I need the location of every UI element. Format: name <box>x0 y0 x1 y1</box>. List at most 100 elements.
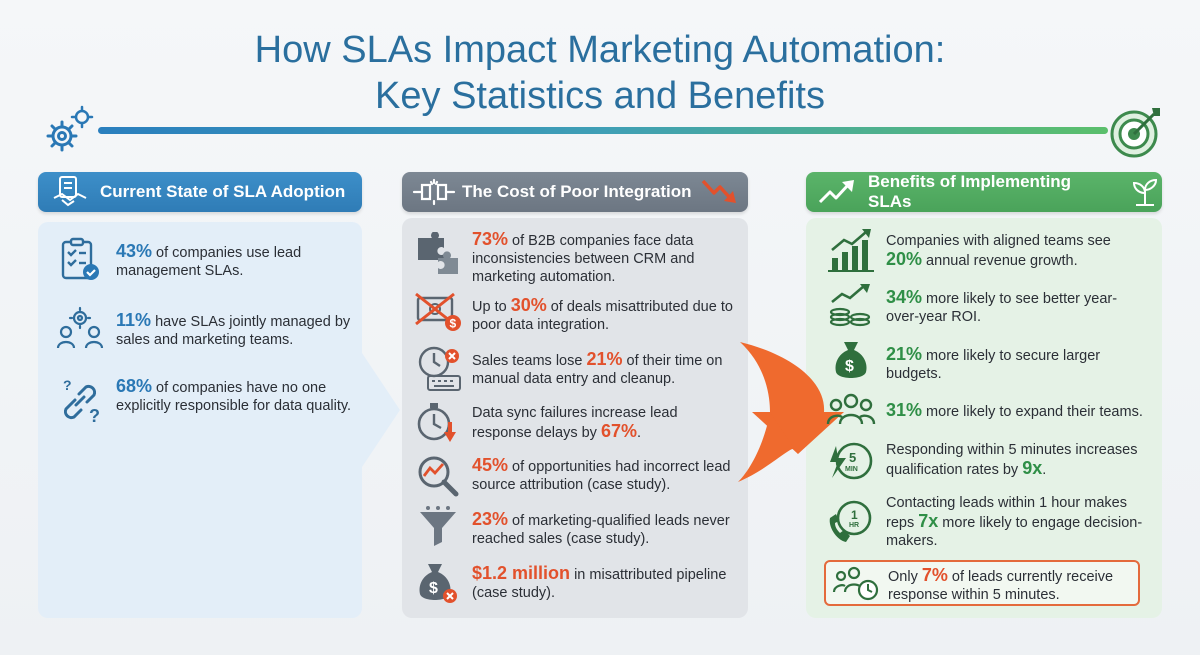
five-min-unit: MIN <box>845 466 858 473</box>
benefit-stat-4: 31% more likely to expand their teams. <box>886 401 1146 421</box>
coins-growth-icon <box>829 284 871 327</box>
cost-stat-4-value: 67% <box>600 421 637 441</box>
benefit-stat-4-text: more likely to expand their teams. <box>922 404 1143 420</box>
cost-stat-5-value: 45% <box>472 455 509 475</box>
cost-stat-7: $1.2 million in misattributed pipeline (… <box>472 564 734 602</box>
benefits-header: Benefits of Implementing SLAs <box>806 172 1162 212</box>
panel-connector-chevron <box>360 350 400 470</box>
five-minute-bolt-icon: 5 MIN <box>830 442 873 480</box>
benefit-stat-6: Contacting leads within 1 hour makes rep… <box>886 494 1146 550</box>
trend-down-icon <box>701 179 736 203</box>
adoption-stat-2-value: 11% <box>116 310 152 330</box>
team-icon <box>826 393 876 425</box>
cost-stat-3-value: 21% <box>586 349 623 369</box>
svg-text:$: $ <box>450 317 457 331</box>
one-hour-unit: HR <box>849 522 859 529</box>
target-icon <box>1110 108 1160 158</box>
adoption-stat-2: 11% have SLAs jointly managed by sales a… <box>116 311 352 349</box>
stopwatch-down-icon <box>417 403 456 442</box>
svg-text:?: ? <box>63 377 72 393</box>
adoption-panel <box>38 222 362 618</box>
cost-stat-7-text: in misattributed pipeline (case study). <box>472 567 727 601</box>
cost-stat-3: Sales teams lose 21% of their time on ma… <box>472 350 734 388</box>
clock-keyboard-icon <box>418 346 461 391</box>
benefit-stat-2: 34% more likely to see better year-over-… <box>886 288 1146 326</box>
cost-stat-2-prefix: Up to <box>472 299 511 315</box>
adoption-stat-3: 68% of companies have no one explicitly … <box>116 377 352 415</box>
crossed-money-icon: $ <box>415 292 461 331</box>
benefit-stat-5-text: . <box>1042 462 1047 478</box>
adoption-header-label: Current State of SLA Adoption <box>100 182 346 201</box>
svg-text:$: $ <box>845 358 854 375</box>
benefit-stat-6-text: more likely to engage decision-makers. <box>886 515 1143 549</box>
benefit-stat-3: 21% more likely to secure larger budgets… <box>886 345 1146 383</box>
broken-link-question-icon: ? ? <box>63 377 100 426</box>
magnifier-chart-icon <box>418 456 459 497</box>
disconnected-plug-icon <box>412 178 456 206</box>
benefit-stat-7-prefix: Only <box>888 569 922 585</box>
page-title-line-1: How SLAs Impact Marketing Automation: <box>254 29 946 71</box>
gears-icon <box>46 105 94 152</box>
benefit-stat-1-prefix: Companies with aligned teams see <box>886 233 1111 249</box>
money-bag-x-icon: $ <box>419 564 457 603</box>
benefit-stat-1-text: annual revenue growth. <box>922 253 1078 269</box>
benefit-stat-2-text: more likely to see better year-over-year… <box>886 291 1118 325</box>
cost-stat-2: Up to 30% of deals misattributed due to … <box>472 296 734 334</box>
integration-cost-header: The Cost of Poor Integration <box>402 172 748 212</box>
bar-chart-up-icon <box>828 229 874 272</box>
response-time-callout <box>824 560 1140 606</box>
benefit-stat-7-text: of leads currently receive response with… <box>888 569 1114 603</box>
cost-stat-1: 73% of B2B companies face data inconsist… <box>472 230 734 286</box>
benefit-stat-1-value: 20% <box>886 249 923 269</box>
adoption-stat-3-value: 68% <box>116 376 153 396</box>
puzzle-icon <box>418 232 458 274</box>
cost-stat-6-value: 23% <box>472 509 509 529</box>
integration-cost-header-label: The Cost of Poor Integration <box>462 182 692 201</box>
benefit-stat-6-value: 7x <box>918 511 939 531</box>
team-gear-icon <box>56 306 104 349</box>
cost-stat-6-text: of marketing-qualified leads never reach… <box>472 513 730 547</box>
title-divider <box>98 127 1108 134</box>
benefit-stat-7-value: 7% <box>921 565 948 585</box>
adoption-stat-1: 43% of companies use lead management SLA… <box>116 242 352 280</box>
page-title-line-2: Key Statistics and Benefits <box>375 75 825 117</box>
adoption-stat-1-text: of companies use lead management SLAs. <box>116 245 302 279</box>
handshake-document-icon <box>53 176 87 207</box>
benefit-stat-5: Responding within 5 minutes increases qu… <box>886 441 1146 479</box>
svg-text:$: $ <box>429 580 438 597</box>
cost-stat-4: Data sync failures increase lead respons… <box>472 404 734 442</box>
benefit-stat-3-text: more likely to secure larger budgets. <box>886 348 1101 382</box>
benefit-stat-3-value: 21% <box>886 344 923 364</box>
cost-stat-1-value: 73% <box>472 229 509 249</box>
benefit-stat-6-prefix: Contacting leads within 1 hour makes rep… <box>886 495 1127 531</box>
one-hour-phone-icon: 1 HR <box>829 500 872 542</box>
benefit-stat-2-value: 34% <box>886 287 923 307</box>
funnel-icon <box>420 506 456 546</box>
cost-stat-5: 45% of opportunities had incorrect lead … <box>472 456 734 494</box>
cost-stat-2-text: of deals misattributed due to poor data … <box>472 299 733 333</box>
svg-text:?: ? <box>89 406 100 426</box>
cost-stat-1-text: of B2B companies face data inconsistenci… <box>472 233 695 285</box>
integration-cost-panel <box>402 218 748 618</box>
cost-stat-3-text: of their time on manual data entry and c… <box>472 353 723 387</box>
sprout-icon <box>1132 178 1158 206</box>
cost-stat-4-prefix: Data sync failures increase lead respons… <box>472 405 678 441</box>
team-clock-icon <box>832 566 879 601</box>
adoption-stat-1-value: 43% <box>116 241 153 261</box>
cost-stat-4-text: . <box>637 425 642 441</box>
clipboard-check-icon <box>61 237 99 280</box>
benefit-stat-1: Companies with aligned teams see 20% ann… <box>886 232 1146 270</box>
cost-stat-6: 23% of marketing-qualified leads never r… <box>472 510 734 548</box>
cost-stat-2-value: 30% <box>510 295 547 315</box>
cost-stat-7-value: $1.2 million <box>472 563 571 583</box>
cost-stat-3-prefix: Sales teams lose <box>472 353 587 369</box>
money-bag-icon: $ <box>835 342 867 378</box>
cost-stat-5-text: of opportunities had incorrect lead sour… <box>472 459 731 493</box>
curved-arrow-icon <box>738 342 844 482</box>
benefit-stat-5-value: 9x <box>1022 458 1043 478</box>
adoption-header: Current State of SLA Adoption <box>38 172 362 212</box>
trend-up-icon <box>818 180 854 204</box>
adoption-stat-2-text: have SLAs jointly managed by sales and m… <box>116 314 351 348</box>
benefits-header-label: Benefits of Implementing SLAs <box>868 172 1072 211</box>
adoption-stat-3-text: of companies have no one explicitly resp… <box>116 380 352 414</box>
